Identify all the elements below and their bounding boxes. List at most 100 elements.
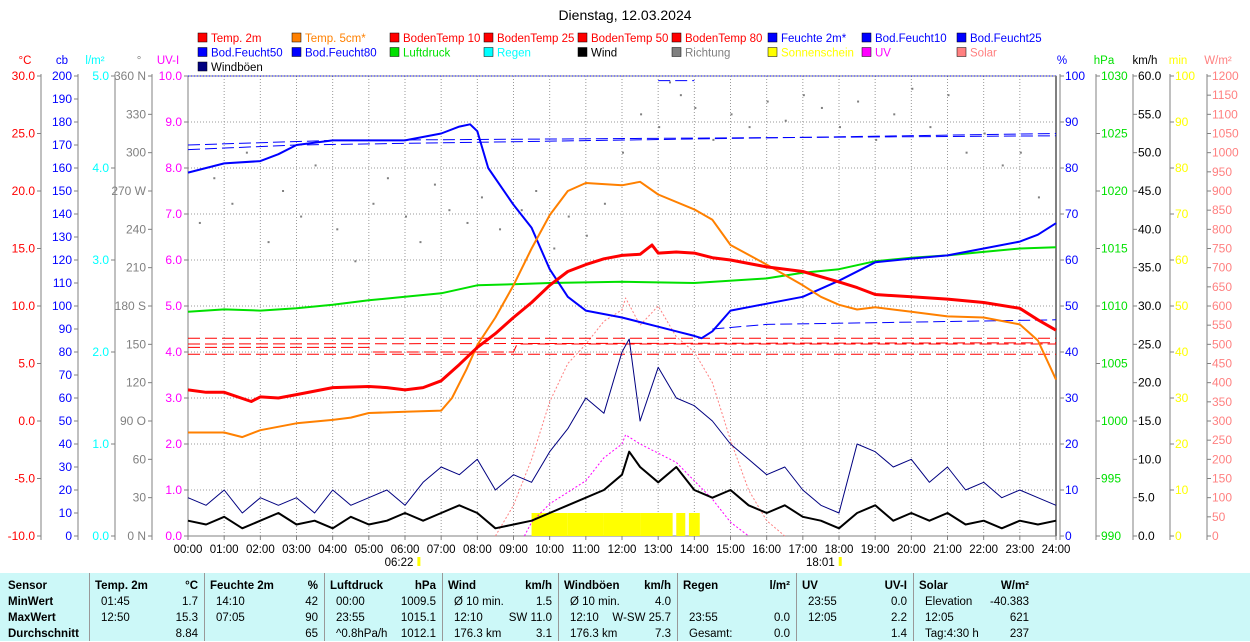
axes: °C -10.0 -5.0 0.0 5.0 10.0 15.0 20.0 25.0 30.0 cb 0… bbox=[8, 55, 1239, 543]
direction-dot bbox=[553, 247, 556, 250]
stats-column-title: UV bbox=[802, 580, 818, 592]
axis-tick-label: 150 bbox=[52, 184, 72, 198]
legend-label: Bod.Feucht25 bbox=[970, 33, 1042, 45]
axis-tick-label: 80 bbox=[59, 345, 73, 359]
axis-tick-label: 1000 bbox=[1212, 146, 1239, 160]
legend-label: UV bbox=[875, 48, 891, 60]
direction-dot bbox=[535, 190, 538, 192]
series-solar bbox=[494, 297, 786, 537]
stats-cell-time: 176.3 km bbox=[454, 628, 502, 640]
column-divider bbox=[442, 573, 443, 641]
sunshine-bar bbox=[688, 513, 700, 536]
stats-cell-time: 23:55 bbox=[336, 612, 365, 624]
stats-cell-time: 00:00 bbox=[336, 596, 365, 608]
direction-dot bbox=[893, 113, 896, 116]
stats-cell-time: 23:55 bbox=[808, 596, 837, 608]
axis-tick-label: 1.0 bbox=[165, 483, 182, 497]
axis-tick-label: 20 bbox=[1065, 437, 1079, 451]
axis-tick-label: 3.0 bbox=[165, 391, 182, 405]
series-wind bbox=[187, 450, 1057, 530]
direction-dot bbox=[1037, 196, 1040, 199]
axis-tick-label: 140 bbox=[52, 207, 72, 221]
legend-label: Bod.Feucht50 bbox=[211, 48, 283, 60]
axis-tick-label: 90 O bbox=[120, 414, 146, 428]
stats-column-unit: UV-I bbox=[884, 580, 907, 592]
axis-tick-label: 60.0 bbox=[1138, 69, 1162, 83]
x-tick-label: 08:00 bbox=[463, 544, 492, 556]
axis-tick-label: 0.0 bbox=[165, 529, 182, 543]
legend-swatch bbox=[956, 32, 967, 43]
x-tick-label: 04:00 bbox=[318, 544, 347, 556]
direction-dot bbox=[336, 228, 339, 231]
axis-tick-label: 6.0 bbox=[165, 253, 182, 267]
axis-tick-label: 5.0 bbox=[18, 357, 35, 371]
axis-tick-label: 5.0 bbox=[1138, 491, 1155, 505]
direction-dot bbox=[766, 100, 769, 103]
direction-dot bbox=[875, 138, 878, 141]
legend-swatch bbox=[389, 32, 400, 43]
direction-dot bbox=[245, 151, 248, 154]
direction-dot bbox=[314, 164, 317, 167]
legend-swatch bbox=[389, 47, 400, 57]
legend-label: BodenTemp 25 bbox=[497, 33, 574, 45]
x-tick-label: 16:00 bbox=[752, 544, 781, 556]
stats-cell-value: 65 bbox=[305, 628, 318, 640]
sunshine-bar bbox=[531, 513, 568, 536]
axis-tick-label: 50 bbox=[1175, 299, 1189, 313]
column-divider bbox=[324, 573, 325, 641]
axis-tick-label: 30 bbox=[59, 460, 73, 474]
stats-cell-time: 23:55 bbox=[689, 612, 718, 624]
axis-tick-label: 100 bbox=[1175, 69, 1195, 83]
legend-label: Windböen bbox=[211, 62, 263, 74]
direction-dot bbox=[198, 221, 201, 224]
axis-tick-label: 90 bbox=[59, 322, 73, 336]
axis-tick-label: 2.0 bbox=[165, 437, 182, 451]
x-tick-label: 17:00 bbox=[788, 544, 817, 556]
column-divider bbox=[677, 573, 678, 641]
direction-dot bbox=[567, 215, 570, 218]
stats-cell-time: 12:10 bbox=[454, 612, 483, 624]
stats-cell-value: 3.1 bbox=[536, 628, 552, 640]
sunset-marker bbox=[838, 557, 842, 566]
axis-tick-label: 1005 bbox=[1101, 357, 1128, 371]
column-divider bbox=[89, 573, 90, 641]
axis-tick-label: 600 bbox=[1212, 299, 1232, 313]
axis-tick-label: 1020 bbox=[1101, 184, 1128, 198]
legend-swatch bbox=[577, 32, 588, 43]
legend-swatch bbox=[483, 47, 494, 57]
legend-label: Bod.Feucht80 bbox=[305, 48, 377, 60]
stats-row-label: Durchschnitt bbox=[8, 628, 79, 640]
direction-dot bbox=[448, 209, 451, 212]
legend-swatch bbox=[861, 47, 872, 57]
direction-dot bbox=[282, 190, 285, 192]
axis-tick-label: 70 bbox=[1065, 207, 1079, 221]
stats-sensor-header: Sensor bbox=[8, 580, 47, 592]
series bbox=[187, 80, 1057, 537]
axis-unit-label: UV-I bbox=[157, 55, 179, 67]
weather-chart: Dienstag, 12.03.2024 Temp. 2m Temp. 5cm* B… bbox=[8, 7, 1239, 569]
series-uv bbox=[523, 434, 749, 537]
axis-tick-label: 270 W bbox=[111, 184, 146, 198]
axis-tick-label: 750 bbox=[1212, 242, 1232, 256]
series-feuchte-2m- bbox=[187, 123, 1057, 340]
stats-cell-time: 14:10 bbox=[216, 596, 245, 608]
stats-column-title: Windböen bbox=[564, 580, 620, 592]
stats-cell-value: -40.383 bbox=[989, 596, 1029, 608]
direction-dot bbox=[694, 106, 697, 109]
x-tick-label: 20:00 bbox=[897, 544, 926, 556]
axis-tick-label: 30 bbox=[1175, 391, 1189, 405]
axis-unit-label: cb bbox=[56, 55, 68, 67]
stats-cell-value: 1.7 bbox=[182, 596, 198, 608]
direction-dot bbox=[1001, 164, 1004, 167]
stats-column-unit: km/h bbox=[644, 580, 671, 592]
stats-column-unit: km/h bbox=[525, 580, 552, 592]
axis-tick-label: 90 bbox=[1175, 115, 1189, 129]
axis-tick-label: 700 bbox=[1212, 261, 1232, 275]
axis-tick-label: 0 bbox=[1175, 529, 1182, 543]
direction-dot bbox=[658, 126, 661, 129]
axis-tick-label: 10 bbox=[1175, 483, 1189, 497]
stats-cell-value: 1012.1 bbox=[400, 628, 436, 640]
direction-dot bbox=[622, 151, 624, 154]
direction-dot bbox=[911, 87, 914, 90]
axis-tick-label: 0.0 bbox=[18, 414, 35, 428]
